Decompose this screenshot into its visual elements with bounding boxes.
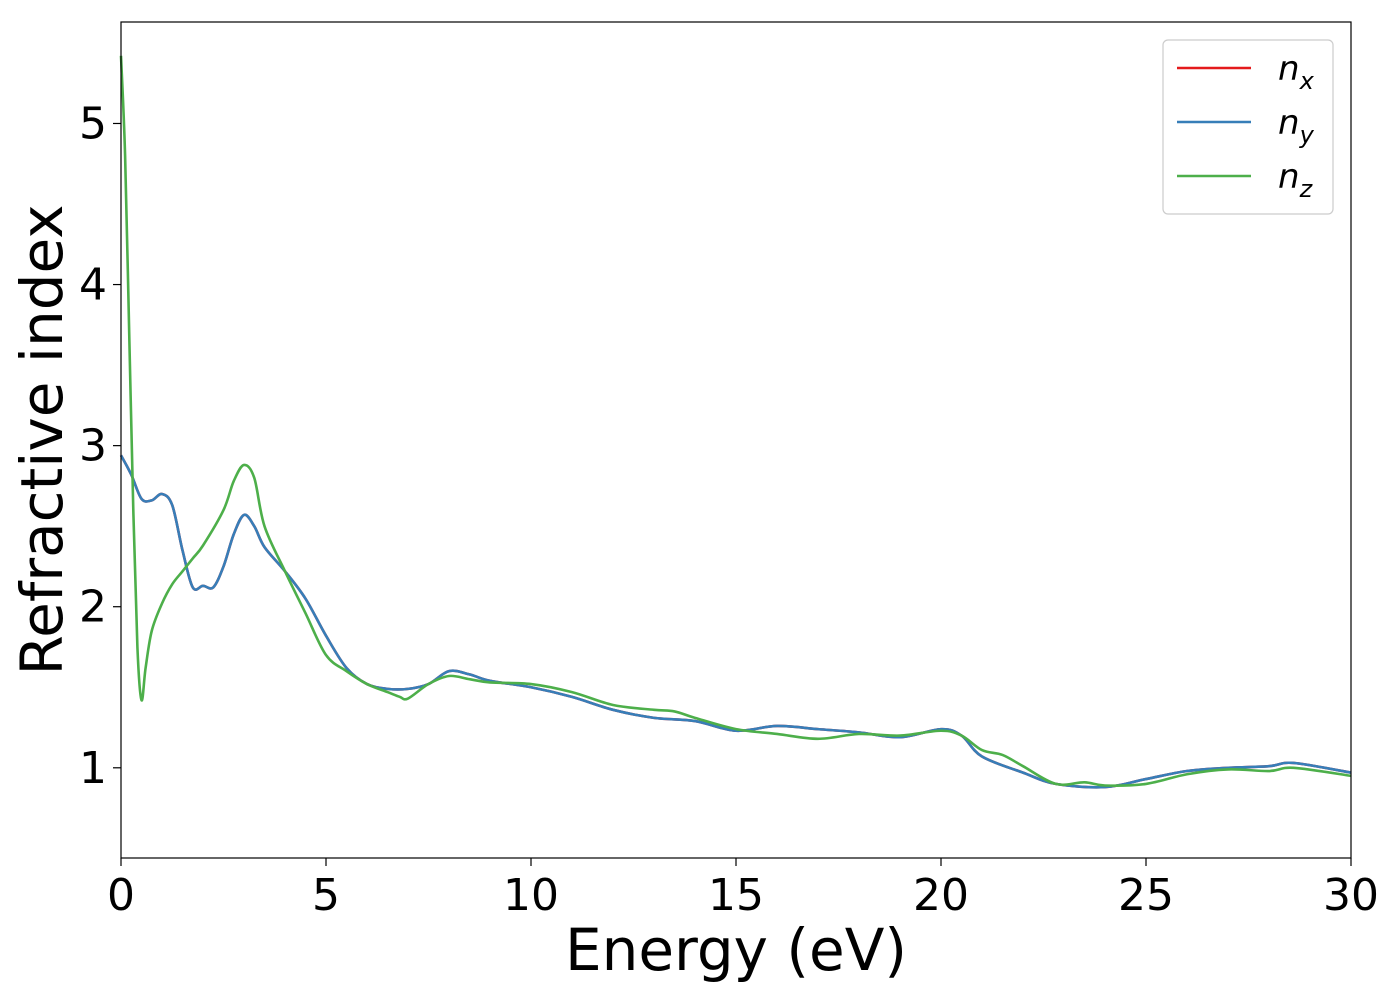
y-tick-label: 5 — [79, 98, 107, 149]
x-tick-label: 10 — [503, 870, 559, 921]
legend-label-n-x: nx — [1278, 49, 1315, 95]
x-tick-label: 0 — [107, 870, 135, 921]
x-axis: 0 5 10 15 20 25 30 — [107, 858, 1379, 921]
y-tick-label: 1 — [79, 743, 107, 794]
y-tick-label: 2 — [79, 582, 107, 633]
x-tick-label: 20 — [913, 870, 969, 921]
y-axis: 1 2 3 4 5 — [79, 98, 121, 794]
series-line-n-z — [119, 55, 1352, 787]
series-line-n-x — [119, 454, 1352, 789]
x-axis-label: Energy (eV) — [565, 916, 907, 984]
x-tick-label: 25 — [1118, 870, 1174, 921]
x-tick-label: 5 — [312, 870, 340, 921]
x-tick-label: 15 — [708, 870, 764, 921]
legend-label-n-y: ny — [1278, 103, 1315, 149]
x-tick-label: 30 — [1323, 870, 1379, 921]
series-line-n-y — [119, 454, 1352, 789]
y-axis-label: Refractive index — [8, 204, 76, 675]
y-tick-label: 3 — [79, 421, 107, 472]
y-tick-label: 4 — [79, 260, 107, 311]
plot-series-group — [119, 55, 1352, 789]
legend-box — [1162, 39, 1334, 215]
